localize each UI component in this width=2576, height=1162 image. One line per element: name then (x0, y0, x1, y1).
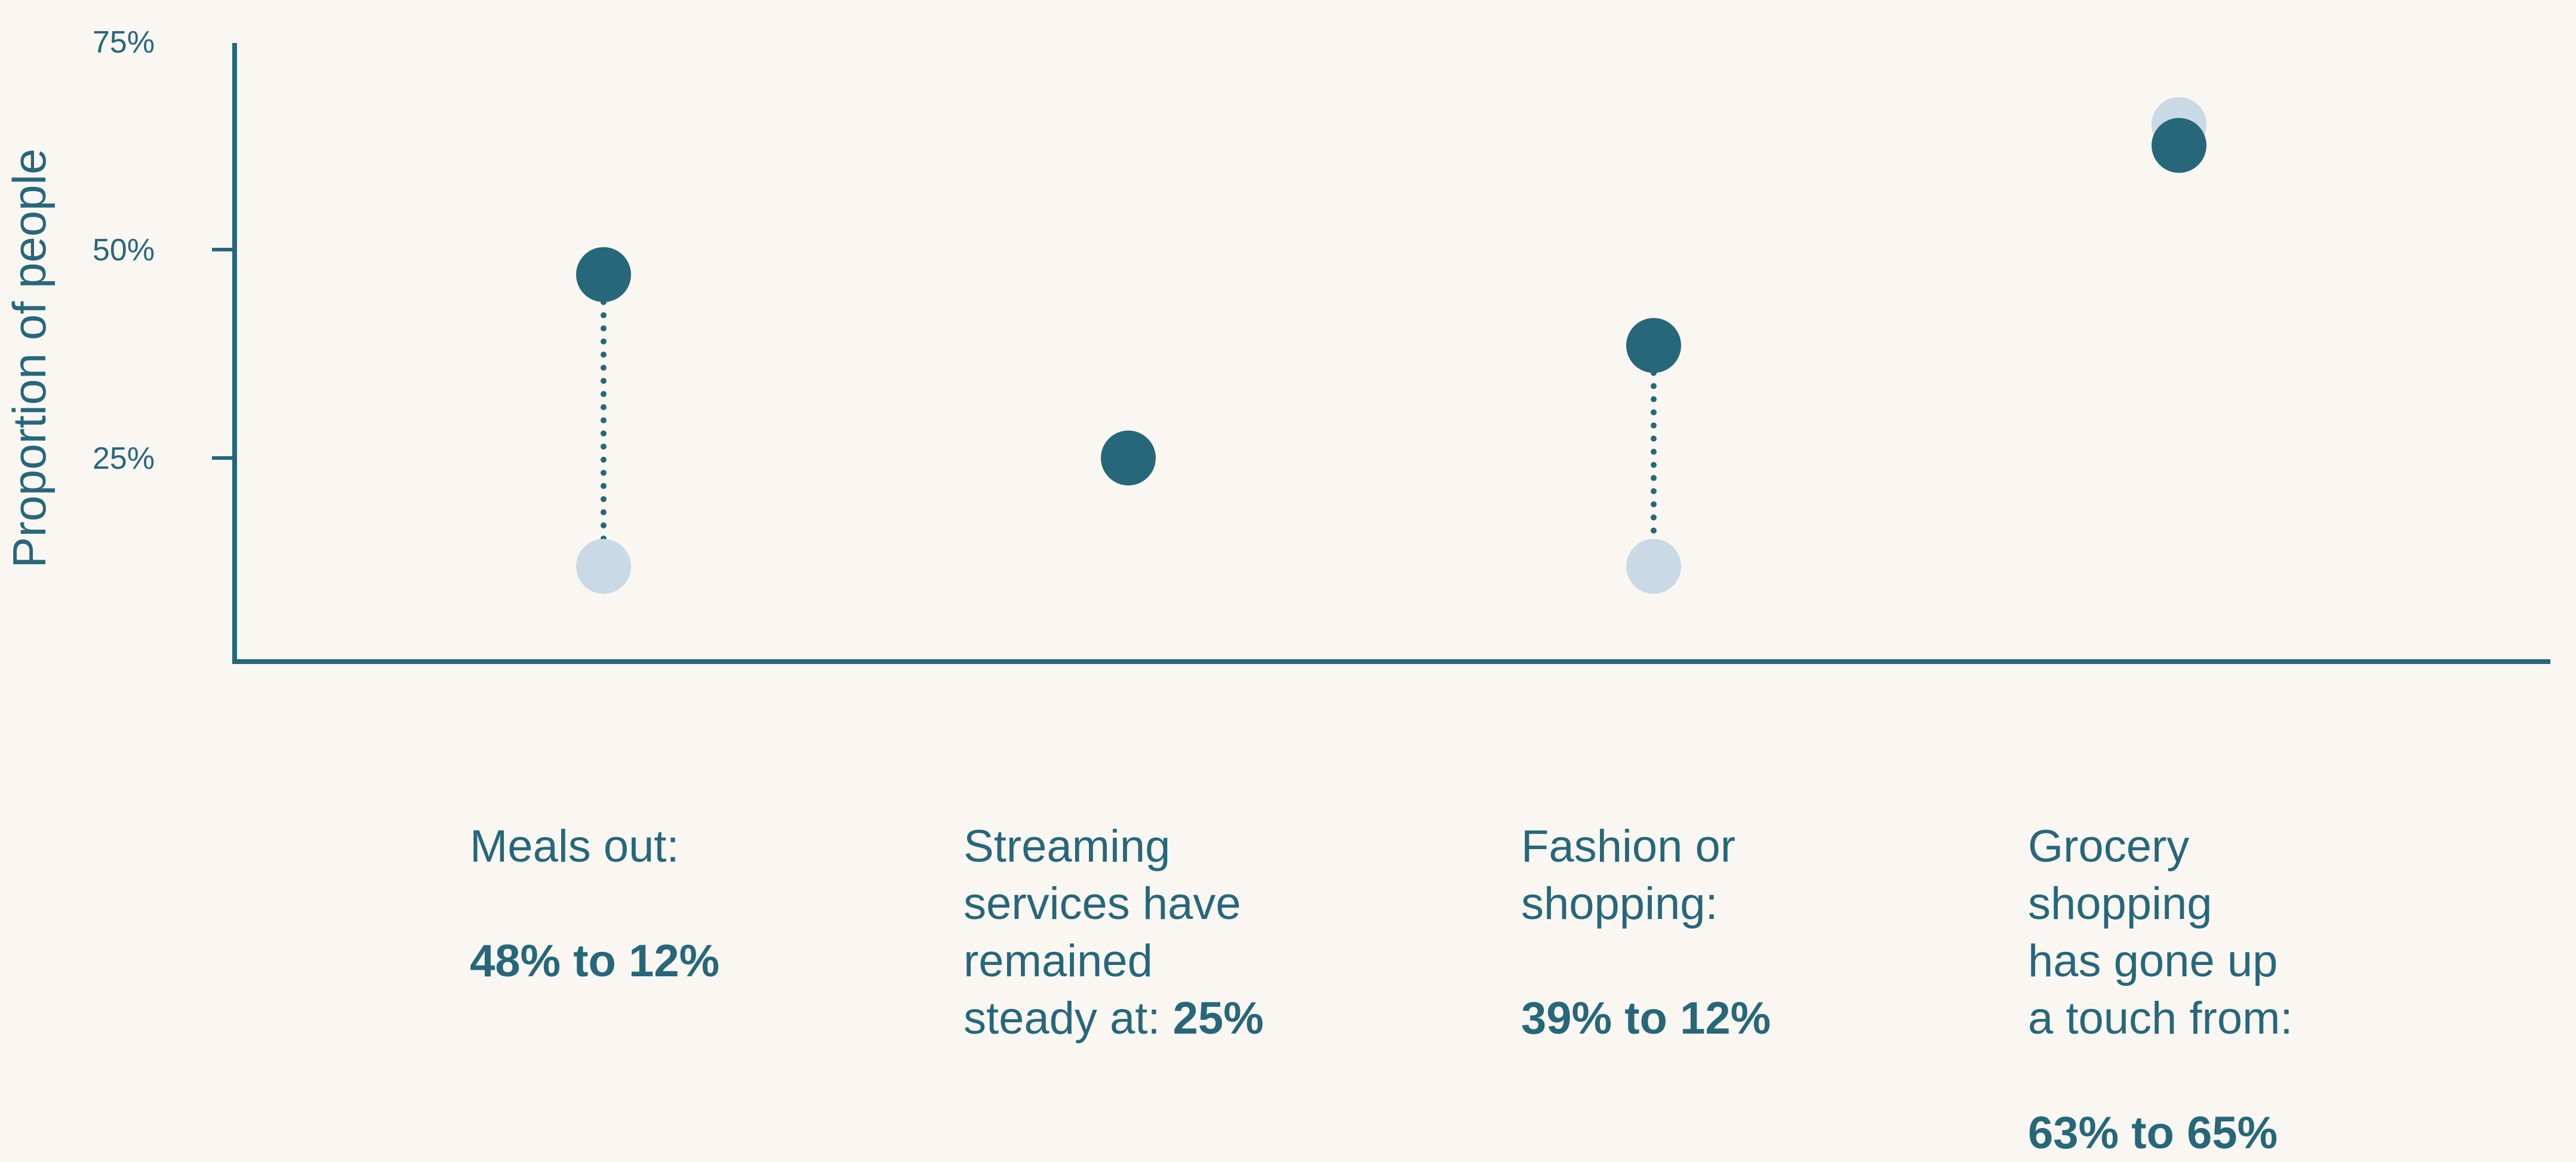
points (576, 97, 2206, 594)
category-label-text: Meals out: (470, 821, 679, 872)
y-axis-title: Proportion of people (3, 149, 56, 568)
y-tick-label: 25% (93, 441, 155, 476)
category-label-value: 48% to 12% (470, 936, 720, 986)
point-before (576, 247, 631, 302)
category-label-text: Fashion or shopping: (1521, 821, 1736, 929)
category-label-fashion: Fashion or shopping: 39% to 12% (1521, 761, 1771, 1047)
category-label-meals-out: Meals out: 48% to 12% (470, 761, 719, 990)
point-before (1101, 431, 1156, 485)
category-label-value: 25% (1172, 993, 1264, 1044)
axes (232, 43, 2550, 664)
category-label-text: Grocery shopping has gone up a touch fro… (2028, 821, 2293, 1044)
category-label-text: Streaming services have remained steady … (964, 821, 1241, 1044)
category-label-grocery: Grocery shopping has gone up a touch fro… (2028, 761, 2293, 1162)
point-after (576, 539, 631, 594)
y-ticks: 25% 50% 75% (93, 25, 235, 476)
point-before (2152, 118, 2206, 173)
y-tick-label: 50% (93, 233, 155, 268)
category-label-value: 39% to 12% (1521, 993, 1771, 1044)
category-label-value: 63% to 65% (2028, 1108, 2278, 1158)
connectors (601, 299, 1657, 542)
y-tick-label: 75% (93, 25, 155, 60)
dumbbell-chart: 25% 50% 75% Proportion of people (3, 25, 2550, 664)
category-label-streaming: Streaming services have remained steady … (964, 761, 1264, 1047)
point-after (1626, 539, 1681, 594)
point-before (1626, 318, 1681, 373)
